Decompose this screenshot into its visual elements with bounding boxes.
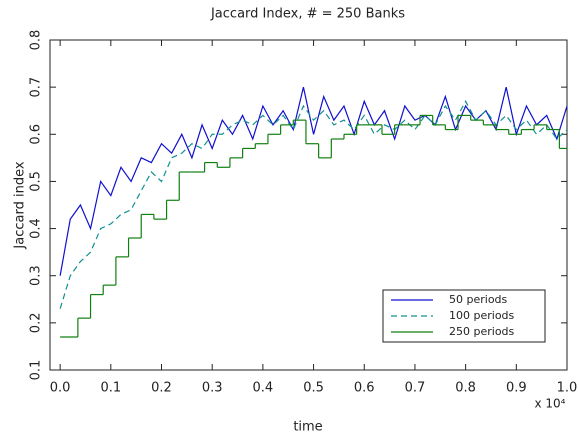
x-axis-label: time [293,420,322,435]
x-tick-label: 0.5 [303,381,324,396]
y-tick-label: 0.7 [29,77,44,98]
y-axis-label: Jaccard index [13,161,28,249]
x-tick-label: 0.4 [253,381,274,396]
x-tick-label: 0.2 [151,381,172,396]
y-tick-label: 0.1 [29,360,44,381]
y-tick-label: 0.3 [29,265,44,286]
plot-frame [49,39,568,371]
x-tick-label: 1.0 [557,381,578,396]
legend-label: 100 periods [449,309,515,322]
x-tick-label: 0.0 [50,381,71,396]
x-tick-label: 0.9 [506,381,527,396]
legend-box [382,289,546,343]
x-tick-label: 0.1 [100,381,121,396]
series-line [59,100,568,309]
y-tick-label: 0.6 [29,124,44,145]
y-tick-label: 0.4 [29,218,44,239]
legend-label: 250 periods [449,325,515,338]
y-tick-label: 0.5 [29,171,44,192]
series-line [59,87,568,276]
x-tick-label: 0.7 [405,381,426,396]
y-tick-label: 0.2 [29,313,44,334]
x-tick-label: 0.6 [354,381,375,396]
chart-title: Jaccard Index, # = 250 Banks [210,7,405,22]
x-tick-label: 0.3 [202,381,223,396]
x-multiplier: x 10⁴ [535,397,566,411]
x-tick-label: 0.8 [455,381,476,396]
legend-label: 50 periods [449,293,508,306]
y-tick-label: 0.8 [29,30,44,51]
